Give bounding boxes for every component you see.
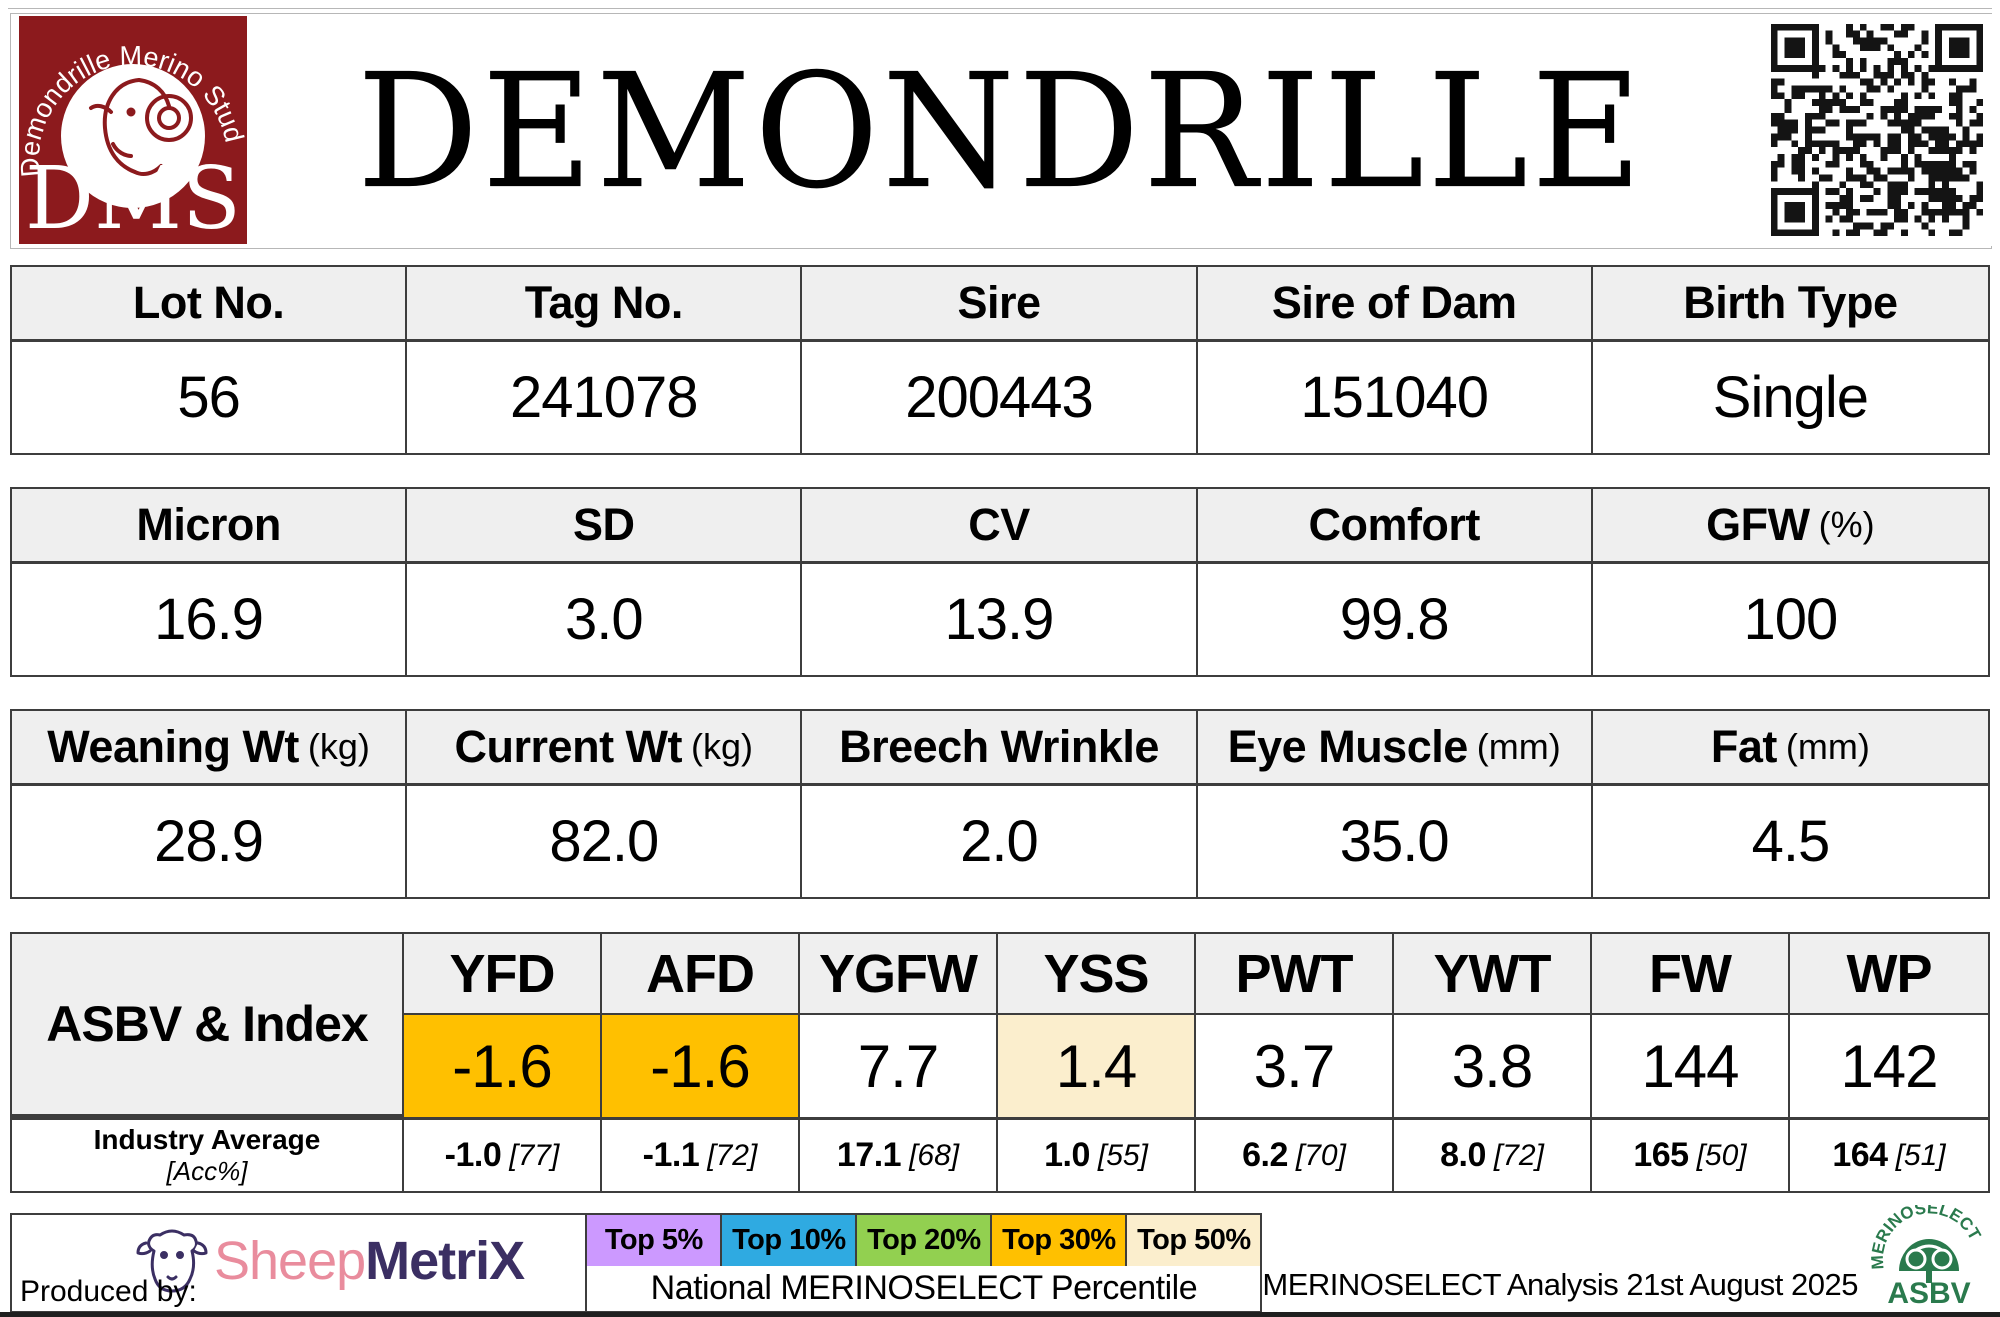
trait-header-yss: YSS xyxy=(998,934,1196,1013)
gfw-value: 100 xyxy=(1592,564,1988,675)
column-header: Eye Muscle (mm) xyxy=(1197,711,1593,786)
industry-wp: 164 [51] xyxy=(1790,1117,1988,1191)
industry-ygfw: 17.1 [68] xyxy=(800,1117,998,1191)
trait-header-ywt: YWT xyxy=(1394,934,1592,1013)
fat-value: 4.5 xyxy=(1592,786,1988,897)
breech-wrinkle-value: 2.0 xyxy=(802,786,1198,897)
asbv-value-pwt: 3.7 xyxy=(1196,1013,1394,1117)
asbv-value-ygfw: 7.7 xyxy=(800,1013,998,1117)
column-header: Current Wt (kg) xyxy=(407,711,803,786)
sheepmetrix-logo: Sheep MetriX xyxy=(132,1221,525,1301)
ram-logo-graphic: Demondrille Merino Stud DMS xyxy=(15,16,249,249)
industry-yfd: -1.0 [77] xyxy=(404,1117,602,1191)
trait-header-fw: FW xyxy=(1592,934,1790,1013)
asbv-value-afd: -1.6 xyxy=(602,1013,800,1117)
legend-top50: Top 50% xyxy=(1127,1215,1263,1266)
asbv-value-wp: 142 xyxy=(1790,1013,1988,1117)
asbv-value-ywt: 3.8 xyxy=(1394,1013,1592,1117)
industry-afd: -1.1 [72] xyxy=(602,1117,800,1191)
sheep-head-icon xyxy=(136,1229,208,1293)
footer: Sheep MetriX Produced by: Top 5% Top 10% … xyxy=(10,1205,1990,1313)
asbv-row-label: ASBV & Index xyxy=(12,934,404,1117)
trait-header-ygfw: YGFW xyxy=(800,934,998,1013)
column-header: Sire of Dam xyxy=(1197,267,1593,342)
sheepmetrix-word2: MetriX xyxy=(365,1231,525,1291)
sire-of-dam-value: 151040 xyxy=(1197,342,1593,453)
logo-acronym: DMS xyxy=(25,149,241,244)
trait-header-pwt: PWT xyxy=(1196,934,1394,1013)
ram-head-icon xyxy=(89,78,193,176)
column-header: Comfort xyxy=(1197,489,1593,564)
cv-value: 13.9 xyxy=(802,564,1198,675)
body-table: Weaning Wt (kg) Current Wt (kg) Breech Wri… xyxy=(10,709,1990,899)
percentile-legend: Top 5% Top 10% Top 20% Top 30% Top 50% N… xyxy=(587,1213,1263,1313)
industry-ywt: 8.0 [72] xyxy=(1394,1117,1592,1191)
column-header: Lot No. xyxy=(12,267,408,342)
column-header: Micron xyxy=(12,489,408,564)
tag-number-value: 241078 xyxy=(407,342,803,453)
legend-top5: Top 5% xyxy=(587,1215,723,1266)
sire-value: 200443 xyxy=(802,342,1198,453)
qr-code xyxy=(1761,14,1993,246)
footer-right: MERINOSELECT Analysis 21st August 2025 M… xyxy=(1262,1205,1990,1313)
asbv-value-fw: 144 xyxy=(1592,1013,1790,1117)
micron-value: 16.9 xyxy=(12,564,408,675)
lot-number-value: 56 xyxy=(12,342,408,453)
asbv-value-yfd: -1.6 xyxy=(404,1013,602,1117)
column-header: Tag No. xyxy=(407,267,803,342)
weaning-wt-value: 28.9 xyxy=(12,786,408,897)
wool-table: Micron SD CV Comfort GFW (%) 16.9 3.0 13.… xyxy=(10,487,1990,677)
eye-muscle-value: 35.0 xyxy=(1197,786,1593,897)
current-wt-value: 82.0 xyxy=(407,786,803,897)
qr-code-image xyxy=(1764,17,1990,243)
top-rule xyxy=(8,8,1992,9)
sd-value: 3.0 xyxy=(407,564,803,675)
trait-header-yfd: YFD xyxy=(404,934,602,1013)
sheepmetrix-word1: Sheep xyxy=(214,1231,366,1291)
column-header: Sire xyxy=(802,267,1198,342)
bottom-rule xyxy=(0,1312,2000,1317)
page-title: DEMONDRILLE xyxy=(356,38,1646,224)
legend-top30: Top 30% xyxy=(992,1215,1128,1266)
legend-color-row: Top 5% Top 10% Top 20% Top 30% Top 50% xyxy=(587,1213,1263,1266)
trait-header-afd: AFD xyxy=(602,934,800,1013)
merinoselect-asbv-logo: MERINOSELECT ASBV xyxy=(1868,1205,1985,1309)
column-header: Birth Type xyxy=(1592,267,1988,342)
analysis-date-note: MERINOSELECT Analysis 21st August 2025 xyxy=(1262,1267,1858,1302)
column-header: Breech Wrinkle xyxy=(802,711,1198,786)
legend-top10: Top 10% xyxy=(722,1215,858,1266)
column-header: SD xyxy=(407,489,803,564)
dms-stud-logo: Demondrille Merino Stud DMS xyxy=(15,16,249,249)
asbv-value-yss: 1.4 xyxy=(998,1013,1196,1117)
column-header: Fat (mm) xyxy=(1592,711,1988,786)
industry-pwt: 6.2 [70] xyxy=(1196,1117,1394,1191)
identity-table: Lot No. Tag No. Sire Sire of Dam Birth T… xyxy=(10,265,1990,455)
trait-header-wp: WP xyxy=(1790,934,1988,1013)
produced-by-label: Produced by: xyxy=(20,1275,197,1308)
column-header: CV xyxy=(802,489,1198,564)
asbv-logo-text: ASBV xyxy=(1887,1277,1970,1309)
legend-caption: National MERINOSELECT Percentile xyxy=(587,1266,1263,1313)
industry-yss: 1.0 [55] xyxy=(998,1117,1196,1191)
asbv-table: ASBV & Index YFD AFD YGFW YSS PWT YWT FW… xyxy=(10,932,1990,1193)
birth-type-value: Single xyxy=(1592,342,1988,453)
column-header: GFW (%) xyxy=(1592,489,1988,564)
column-header: Weaning Wt (kg) xyxy=(12,711,408,786)
comfort-value: 99.8 xyxy=(1197,564,1593,675)
industry-fw: 165 [50] xyxy=(1592,1117,1790,1191)
header: Demondrille Merino Stud DMS DEMONDRILLE xyxy=(10,13,1993,249)
legend-top20: Top 20% xyxy=(857,1215,993,1266)
produced-by-box: Sheep MetriX Produced by: xyxy=(10,1213,588,1313)
industry-average-label: Industry Average [Acc%] xyxy=(12,1117,404,1191)
